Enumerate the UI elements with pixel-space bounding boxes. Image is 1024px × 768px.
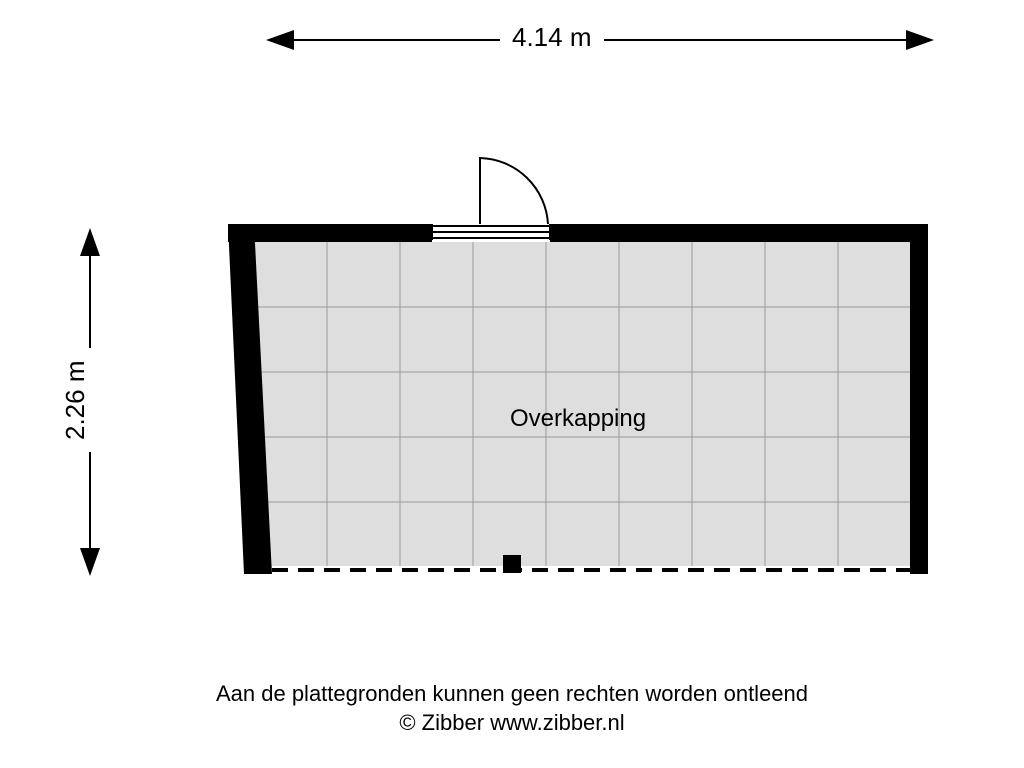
room-label: Overkapping bbox=[510, 405, 646, 433]
footer-disclaimer: Aan de plattegronden kunnen geen rechten… bbox=[0, 680, 1024, 737]
footer-line2: © Zibber www.zibber.nl bbox=[0, 709, 1024, 738]
floorplan-drawing bbox=[0, 0, 1024, 768]
footer-line1: Aan de plattegronden kunnen geen rechten… bbox=[0, 680, 1024, 709]
